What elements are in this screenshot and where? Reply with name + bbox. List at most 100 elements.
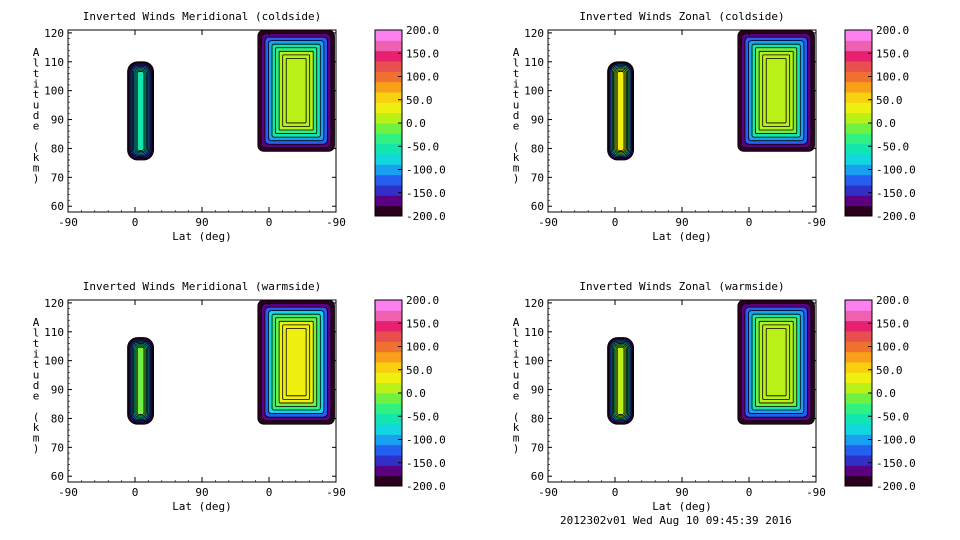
x-tick-label: 0 (266, 216, 273, 229)
colorbar-swatch (375, 112, 402, 124)
y-axis-label-char: A (33, 46, 40, 59)
colorbar-swatch (375, 30, 402, 41)
colorbar-tick-label: -50.0 (876, 140, 909, 153)
y-axis-label-char: e (33, 390, 40, 403)
y-tick-label: 90 (51, 384, 64, 397)
colorbar-swatch (845, 112, 872, 124)
colorbar-swatch (845, 455, 872, 466)
y-axis-label-char: k (513, 421, 520, 434)
y-tick-label: 80 (531, 412, 544, 425)
colorbar-swatch (375, 205, 402, 217)
colorbar-swatch (375, 331, 402, 342)
colorbar-swatch (845, 475, 872, 487)
colorbar-swatch (375, 195, 402, 207)
x-axis-label: Lat (deg) (172, 230, 232, 243)
y-axis-label-char: ) (33, 172, 40, 185)
x-tick-label: -90 (538, 216, 558, 229)
y-axis-label-char: A (33, 316, 40, 329)
colorbar-tick-label: 50.0 (876, 94, 903, 107)
colorbar-swatch (845, 434, 872, 446)
y-tick-label: 100 (44, 355, 64, 368)
colorbar-tick-label: 100.0 (406, 341, 439, 354)
y-axis-label-char: ) (33, 442, 40, 455)
y-axis-label-char: l (513, 57, 520, 70)
y-tick-label: 120 (524, 297, 544, 310)
y-axis-label-char: ) (513, 442, 520, 455)
x-tick-label: 90 (195, 216, 208, 229)
colorbar-tick-label: -100.0 (406, 164, 446, 177)
y-tick-label: 60 (531, 200, 544, 213)
y-axis-label-char: d (513, 379, 520, 392)
colorbar-swatch (845, 444, 872, 456)
y-axis-label-char: d (513, 109, 520, 122)
contour-band (765, 57, 787, 124)
y-tick-label: 100 (524, 355, 544, 368)
y-axis-label-char: ) (513, 172, 520, 185)
y-tick-label: 90 (51, 114, 64, 127)
y-tick-label: 60 (51, 470, 64, 483)
y-tick-label: 90 (531, 114, 544, 127)
y-axis-label-char: ( (513, 411, 520, 424)
colorbar-tick-label: -200.0 (876, 480, 916, 493)
x-tick-label: 0 (132, 486, 139, 499)
colorbar-swatch (845, 351, 872, 363)
colorbar-swatch (375, 50, 402, 62)
colorbar-swatch (375, 465, 402, 477)
colorbar-swatch (845, 413, 872, 425)
y-axis-label-char: e (513, 390, 520, 403)
y-axis-label-char: t (33, 67, 40, 80)
panel-2: Inverted Winds Zonal (coldside) 60 70 80 90 1… (513, 10, 916, 243)
colorbar-tick-label: 200.0 (876, 294, 909, 307)
colorbar: 200.0 150.0 100.0 50.0 0.0 -50.0 -100.0 -150.0 -… (374, 294, 446, 493)
y-axis-label-char: i (513, 348, 520, 361)
contour-band (136, 346, 145, 415)
y-tick-label: 70 (531, 441, 544, 454)
x-axis-label: Lat (deg) (652, 230, 712, 243)
y-axis-label-char: k (513, 151, 520, 164)
x-tick-label: -90 (806, 216, 826, 229)
y-axis-label-char: e (33, 120, 40, 133)
colorbar-tick-label: 50.0 (876, 364, 903, 377)
chart-title: Inverted Winds Zonal (warmside) (579, 280, 784, 293)
colorbar-swatch (375, 143, 402, 155)
colorbar-swatch (845, 143, 872, 155)
chart-title: Inverted Winds Meridional (coldside) (83, 10, 321, 23)
colorbar-swatch (845, 133, 872, 145)
colorbar-swatch (375, 123, 402, 134)
colorbar-tick-label: -100.0 (876, 434, 916, 447)
colorbar-tick-label: 0.0 (876, 117, 896, 130)
colorbar-swatch (845, 465, 872, 477)
colorbar-tick-label: -150.0 (876, 457, 916, 470)
colorbar-swatch (845, 30, 872, 41)
colorbar-tick-label: -50.0 (406, 410, 439, 423)
y-tick-label: 60 (531, 470, 544, 483)
contour-band (285, 327, 307, 397)
colorbar-swatch (845, 331, 872, 342)
x-tick-label: -90 (806, 486, 826, 499)
x-tick-label: 0 (612, 216, 619, 229)
colorbar-swatch (845, 382, 872, 394)
x-tick-label: -90 (326, 216, 346, 229)
colorbar-swatch (375, 372, 402, 384)
colorbar-swatch (845, 310, 872, 322)
y-tick-label: 110 (44, 326, 64, 339)
colorbar-tick-label: -150.0 (876, 187, 916, 200)
y-tick-label: 90 (531, 384, 544, 397)
y-axis-label-char: u (33, 369, 40, 382)
colorbar-swatch (375, 71, 402, 83)
colorbar-swatch (375, 444, 402, 456)
colorbar-tick-label: -150.0 (406, 457, 446, 470)
colorbar-swatch (845, 174, 872, 186)
colorbar-swatch (845, 50, 872, 62)
colorbar-tick-label: 200.0 (406, 294, 439, 307)
y-axis-label-char: t (513, 88, 520, 101)
colorbar-tick-label: 0.0 (406, 387, 426, 400)
x-tick-label: 0 (266, 486, 273, 499)
x-tick-label: -90 (326, 486, 346, 499)
y-axis-label-char: m (513, 432, 520, 445)
x-tick-label: 90 (195, 486, 208, 499)
colorbar-tick-label: -100.0 (406, 434, 446, 447)
